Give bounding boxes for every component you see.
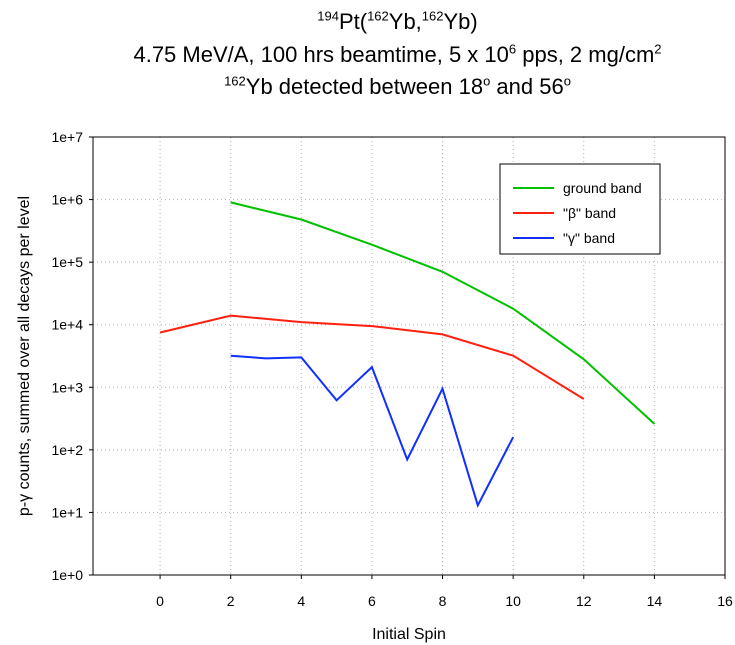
y-tick-label: 1e+7 — [51, 129, 83, 145]
legend-label: "β" band — [563, 205, 616, 221]
chart-title-line-1: 194Pt(162Yb,162Yb) — [317, 8, 478, 34]
x-tick-label: 4 — [297, 593, 305, 609]
y-tick-label: 1e+1 — [51, 504, 83, 520]
x-tick-label: 2 — [227, 593, 235, 609]
axis-ticks: 0 2 4 6 8 10 12 14 16 1e+0 1e+1 1e+2 1e+3 1e+4 1e+5 1e+… — [51, 129, 733, 609]
chart-title-line-2: 4.75 MeV/A, 100 hrs beamtime, 5 x 106 pp… — [133, 41, 662, 67]
legend-label: ground band — [563, 180, 642, 196]
y-tick-label: 1e+6 — [51, 192, 83, 208]
x-tick-label: 16 — [717, 593, 733, 609]
x-tick-label: 0 — [156, 593, 164, 609]
series-layer — [159, 201, 656, 508]
y-tick-label: 1e+2 — [51, 442, 83, 458]
y-tick-label: 1e+3 — [51, 379, 83, 395]
x-tick-label: 14 — [647, 593, 663, 609]
plot-frame — [92, 136, 726, 576]
x-tick-label: 6 — [368, 593, 376, 609]
y-tick-label: 1e+5 — [51, 254, 83, 270]
y-tick-label: 1e+4 — [51, 317, 83, 333]
legend: ground band "β" band "γ" band — [499, 163, 661, 255]
chart-title-line-3: 162Yb detected between 18o and 56o — [224, 73, 571, 99]
x-axis-label: Initial Spin — [372, 626, 446, 643]
y-axis-label: p-γ counts, summed over all decays per l… — [16, 196, 33, 516]
x-tick-label: 8 — [439, 593, 447, 609]
legend-label: "γ" band — [563, 230, 615, 246]
x-tick-label: 12 — [576, 593, 592, 609]
series-line-3 — [230, 354, 515, 508]
y-tick-label: 1e+0 — [51, 567, 83, 583]
x-tick-label: 10 — [505, 593, 521, 609]
